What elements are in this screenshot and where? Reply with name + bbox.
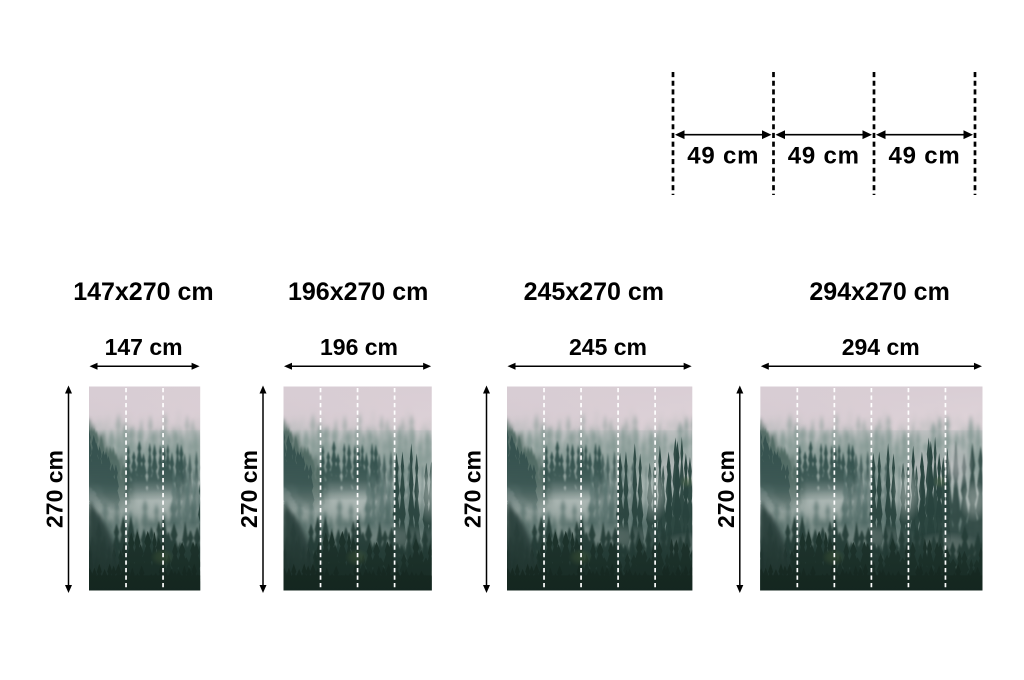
svg-text:49 cm: 49 cm: [888, 143, 960, 170]
svg-text:196 cm: 196 cm: [320, 334, 398, 360]
svg-text:196x270 cm: 196x270 cm: [288, 278, 428, 306]
svg-text:49 cm: 49 cm: [687, 143, 759, 170]
svg-text:147x270 cm: 147x270 cm: [73, 278, 213, 306]
svg-text:245x270 cm: 245x270 cm: [524, 278, 664, 306]
svg-text:294 cm: 294 cm: [842, 334, 920, 360]
svg-text:245 cm: 245 cm: [569, 334, 647, 360]
svg-text:270 cm: 270 cm: [42, 450, 68, 528]
svg-text:294x270 cm: 294x270 cm: [809, 278, 949, 306]
svg-text:147 cm: 147 cm: [105, 334, 183, 360]
svg-text:270 cm: 270 cm: [236, 450, 262, 528]
svg-text:49 cm: 49 cm: [788, 143, 860, 170]
svg-text:270 cm: 270 cm: [460, 450, 486, 528]
svg-text:270 cm: 270 cm: [713, 450, 739, 528]
